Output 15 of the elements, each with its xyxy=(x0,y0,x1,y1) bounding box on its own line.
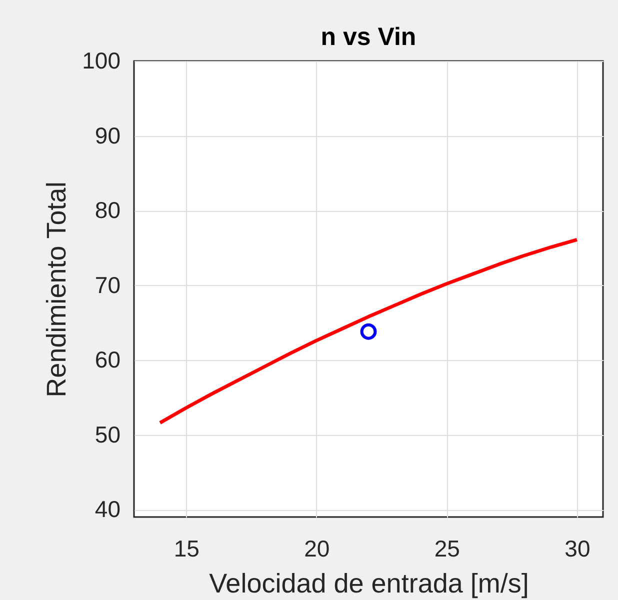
x-tick-label: 25 xyxy=(434,536,460,562)
y-tick-label: 50 xyxy=(94,421,120,448)
chart-title: n vs Vin xyxy=(320,23,416,51)
y-tick-label: 60 xyxy=(94,346,120,373)
x-tick-label: 15 xyxy=(174,536,200,562)
y-tick-label: 100 xyxy=(82,48,120,74)
x-tick-label: 30 xyxy=(564,536,590,562)
y-axis-title: Rendimiento Total xyxy=(42,182,72,398)
y-tick-label: 70 xyxy=(94,272,120,298)
y-tick-label: 80 xyxy=(94,197,120,224)
x-tick-label: 20 xyxy=(304,536,330,562)
line-series xyxy=(158,238,579,425)
y-tick-label: 90 xyxy=(94,122,120,148)
x-axis-title: Velocidad de entrada [m/s] xyxy=(209,568,529,598)
y-tick-label: 40 xyxy=(94,496,120,522)
